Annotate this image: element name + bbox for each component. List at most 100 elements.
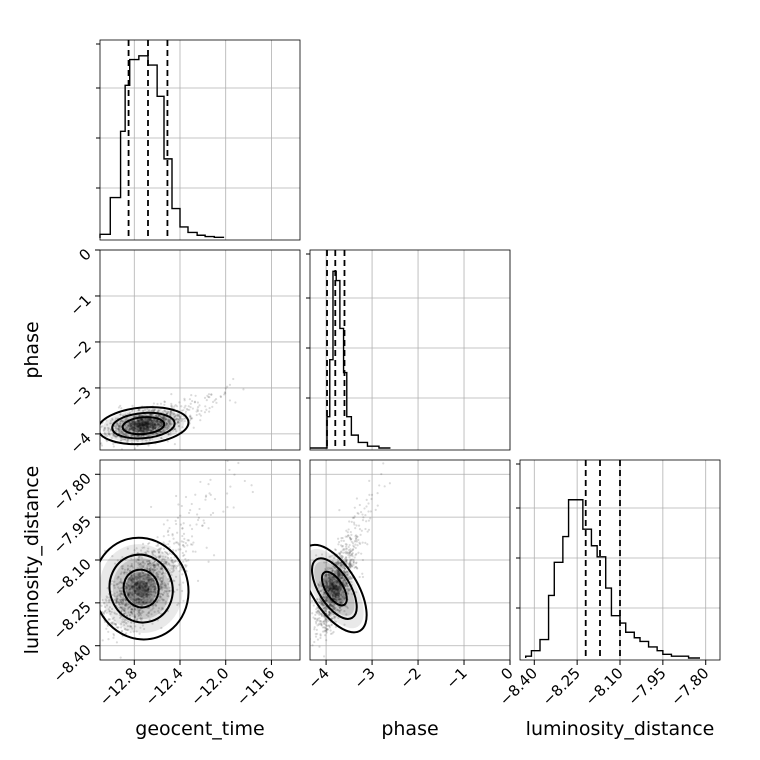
sample-point (164, 424, 168, 427)
x-tick-label-phase: −4 (305, 664, 333, 692)
sample-point (144, 586, 147, 589)
sample-point (156, 419, 159, 423)
sample-point (141, 589, 144, 592)
density-level (100, 544, 183, 633)
sample-point (138, 600, 141, 604)
sample-point (120, 609, 123, 612)
sample-point (134, 422, 138, 426)
sample-point (318, 617, 321, 620)
sample-point (149, 593, 153, 596)
sample-point (152, 428, 155, 431)
sample-point (365, 498, 368, 501)
sample-point (327, 576, 330, 579)
sample-point (140, 604, 143, 607)
sample-point (140, 562, 143, 565)
sample-point (336, 588, 339, 591)
sample-point (127, 429, 130, 432)
sample-point (106, 587, 109, 590)
sample-point (124, 621, 127, 624)
sample-point (116, 600, 119, 603)
sample-point (159, 571, 162, 574)
sample-point (149, 578, 153, 581)
sample-point (117, 427, 120, 430)
sample-point (141, 585, 144, 588)
sample-point (146, 579, 149, 582)
sample-point (133, 426, 136, 429)
sample-point (136, 617, 139, 621)
sample-point (190, 394, 193, 397)
sample-point (328, 588, 332, 591)
sample-point (222, 510, 225, 513)
sample-point (169, 423, 172, 426)
sample-point (147, 560, 150, 563)
sample-point (343, 610, 346, 613)
sample-point (355, 566, 359, 570)
sample-point (337, 592, 340, 595)
sample-point (328, 587, 331, 590)
sample-point (136, 580, 139, 583)
sample-point (133, 423, 136, 426)
sample-point (357, 524, 361, 527)
sample-point (160, 585, 163, 588)
sample-point (132, 420, 135, 424)
sample-point (346, 606, 349, 610)
sample-point (153, 559, 157, 563)
sample-point (139, 427, 142, 430)
sample-point (158, 556, 161, 560)
sample-point (330, 587, 333, 590)
sample-point (124, 603, 128, 606)
sample-point (159, 422, 162, 425)
sample-point (114, 434, 117, 437)
sample-point (132, 601, 136, 604)
sample-point (155, 420, 158, 423)
sample-point (137, 613, 141, 617)
sample-point (347, 554, 350, 557)
sample-point (339, 565, 343, 568)
sample-point (132, 423, 135, 426)
sample-point (116, 423, 119, 426)
sample-point (150, 423, 153, 426)
sample-point (175, 541, 179, 544)
sample-point (154, 564, 157, 567)
sample-point (157, 550, 160, 553)
sample-point (138, 422, 142, 425)
sample-point (155, 601, 158, 604)
sample-point (331, 581, 334, 585)
sample-point (149, 599, 153, 602)
sample-point (321, 604, 324, 607)
y-axis-label-phase: phase (21, 321, 43, 378)
sample-point (174, 414, 177, 417)
sample-point (331, 632, 334, 635)
sample-point (209, 493, 212, 496)
sample-point (148, 430, 151, 433)
sample-point (163, 418, 167, 421)
sample-point (135, 560, 138, 563)
sample-point (320, 601, 323, 604)
sample-point (347, 587, 350, 591)
sample-point (138, 426, 141, 429)
sample-point (343, 579, 346, 582)
sample-point (340, 536, 343, 540)
sample-point (165, 428, 168, 431)
sample-point (161, 423, 164, 426)
sample-point (142, 593, 145, 597)
sample-point (152, 569, 155, 572)
sample-point (188, 415, 192, 418)
sample-point (115, 602, 118, 605)
sample-point (148, 428, 151, 431)
sample-point (140, 598, 144, 602)
sample-point (152, 423, 155, 426)
sample-point (143, 420, 146, 423)
sample-point (121, 432, 124, 435)
sample-point (325, 596, 328, 599)
sample-point (315, 628, 318, 631)
sample-point (203, 521, 206, 525)
sample-point (134, 426, 137, 429)
sample-point (165, 412, 168, 415)
sample-point (320, 614, 323, 617)
sample-point (156, 574, 159, 577)
sample-point (136, 576, 139, 580)
sample-point (199, 480, 202, 484)
sample-point (155, 424, 159, 427)
sample-point (334, 584, 337, 588)
